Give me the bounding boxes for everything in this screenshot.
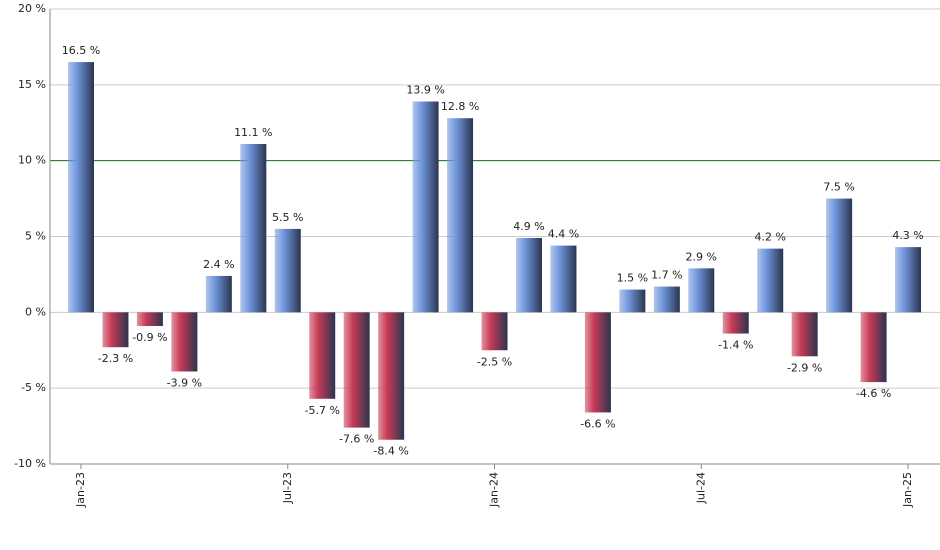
- bar: [102, 312, 129, 348]
- bar: [309, 312, 336, 399]
- bar: [688, 268, 715, 313]
- bar: [481, 312, 508, 351]
- value-label: -5.7 %: [305, 404, 340, 417]
- bar: [343, 312, 370, 428]
- bar: [895, 247, 922, 313]
- value-label: -0.9 %: [132, 331, 167, 344]
- value-label: 5.5 %: [272, 211, 303, 224]
- bar: [653, 286, 680, 313]
- value-label: -2.9 %: [787, 361, 822, 374]
- value-label: 1.5 %: [617, 272, 648, 285]
- bar: [722, 312, 749, 334]
- y-tick-label: 0 %: [25, 305, 46, 318]
- value-label: -6.6 %: [580, 417, 615, 430]
- bar: [619, 289, 646, 313]
- bar: [757, 248, 784, 313]
- value-label: 7.5 %: [823, 181, 854, 194]
- bar: [826, 198, 853, 313]
- x-tick-label: Jan-25: [901, 472, 914, 508]
- bar: [205, 275, 232, 313]
- y-tick-label: 15 %: [18, 78, 46, 91]
- bar: [550, 245, 577, 313]
- bar: [274, 228, 301, 313]
- value-label: 2.9 %: [686, 250, 717, 263]
- bar: [378, 312, 405, 440]
- value-label: 1.7 %: [651, 269, 682, 282]
- y-tick-label: 20 %: [18, 2, 46, 15]
- bar: [412, 101, 439, 313]
- x-tick-label: Jul-23: [281, 472, 294, 504]
- value-label: -7.6 %: [339, 433, 374, 446]
- y-tick-label: -5 %: [21, 381, 46, 394]
- value-label: 11.1 %: [234, 126, 272, 139]
- bar: [584, 312, 611, 413]
- value-label: 4.9 %: [513, 220, 544, 233]
- y-tick-label: 5 %: [25, 230, 46, 243]
- y-tick-label: -10 %: [14, 457, 46, 470]
- x-tick-label: Jan-23: [74, 472, 87, 508]
- bar: [860, 312, 887, 383]
- value-label: 4.4 %: [548, 228, 579, 241]
- value-label: -8.4 %: [373, 445, 408, 458]
- value-label: -3.9 %: [167, 376, 202, 389]
- x-tick-label: Jan-24: [488, 472, 501, 508]
- value-label: 12.8 %: [441, 100, 479, 113]
- y-tick-label: 10 %: [18, 154, 46, 167]
- bar: [447, 118, 474, 313]
- bar: [136, 312, 163, 326]
- value-label: 4.2 %: [754, 231, 785, 244]
- x-tick-label: Jul-24: [694, 472, 707, 504]
- value-label: -1.4 %: [718, 339, 753, 352]
- bar: [791, 312, 818, 357]
- value-label: 4.3 %: [892, 229, 923, 242]
- value-label: 13.9 %: [406, 84, 444, 97]
- value-label: 2.4 %: [203, 258, 234, 271]
- bar: [515, 238, 542, 313]
- bar: [68, 62, 94, 313]
- value-label: -2.3 %: [98, 352, 133, 365]
- value-label: -4.6 %: [856, 387, 891, 400]
- value-label: -2.5 %: [477, 355, 512, 368]
- value-label: 16.5 %: [62, 44, 100, 57]
- bar: [171, 312, 198, 372]
- bar: [240, 143, 267, 313]
